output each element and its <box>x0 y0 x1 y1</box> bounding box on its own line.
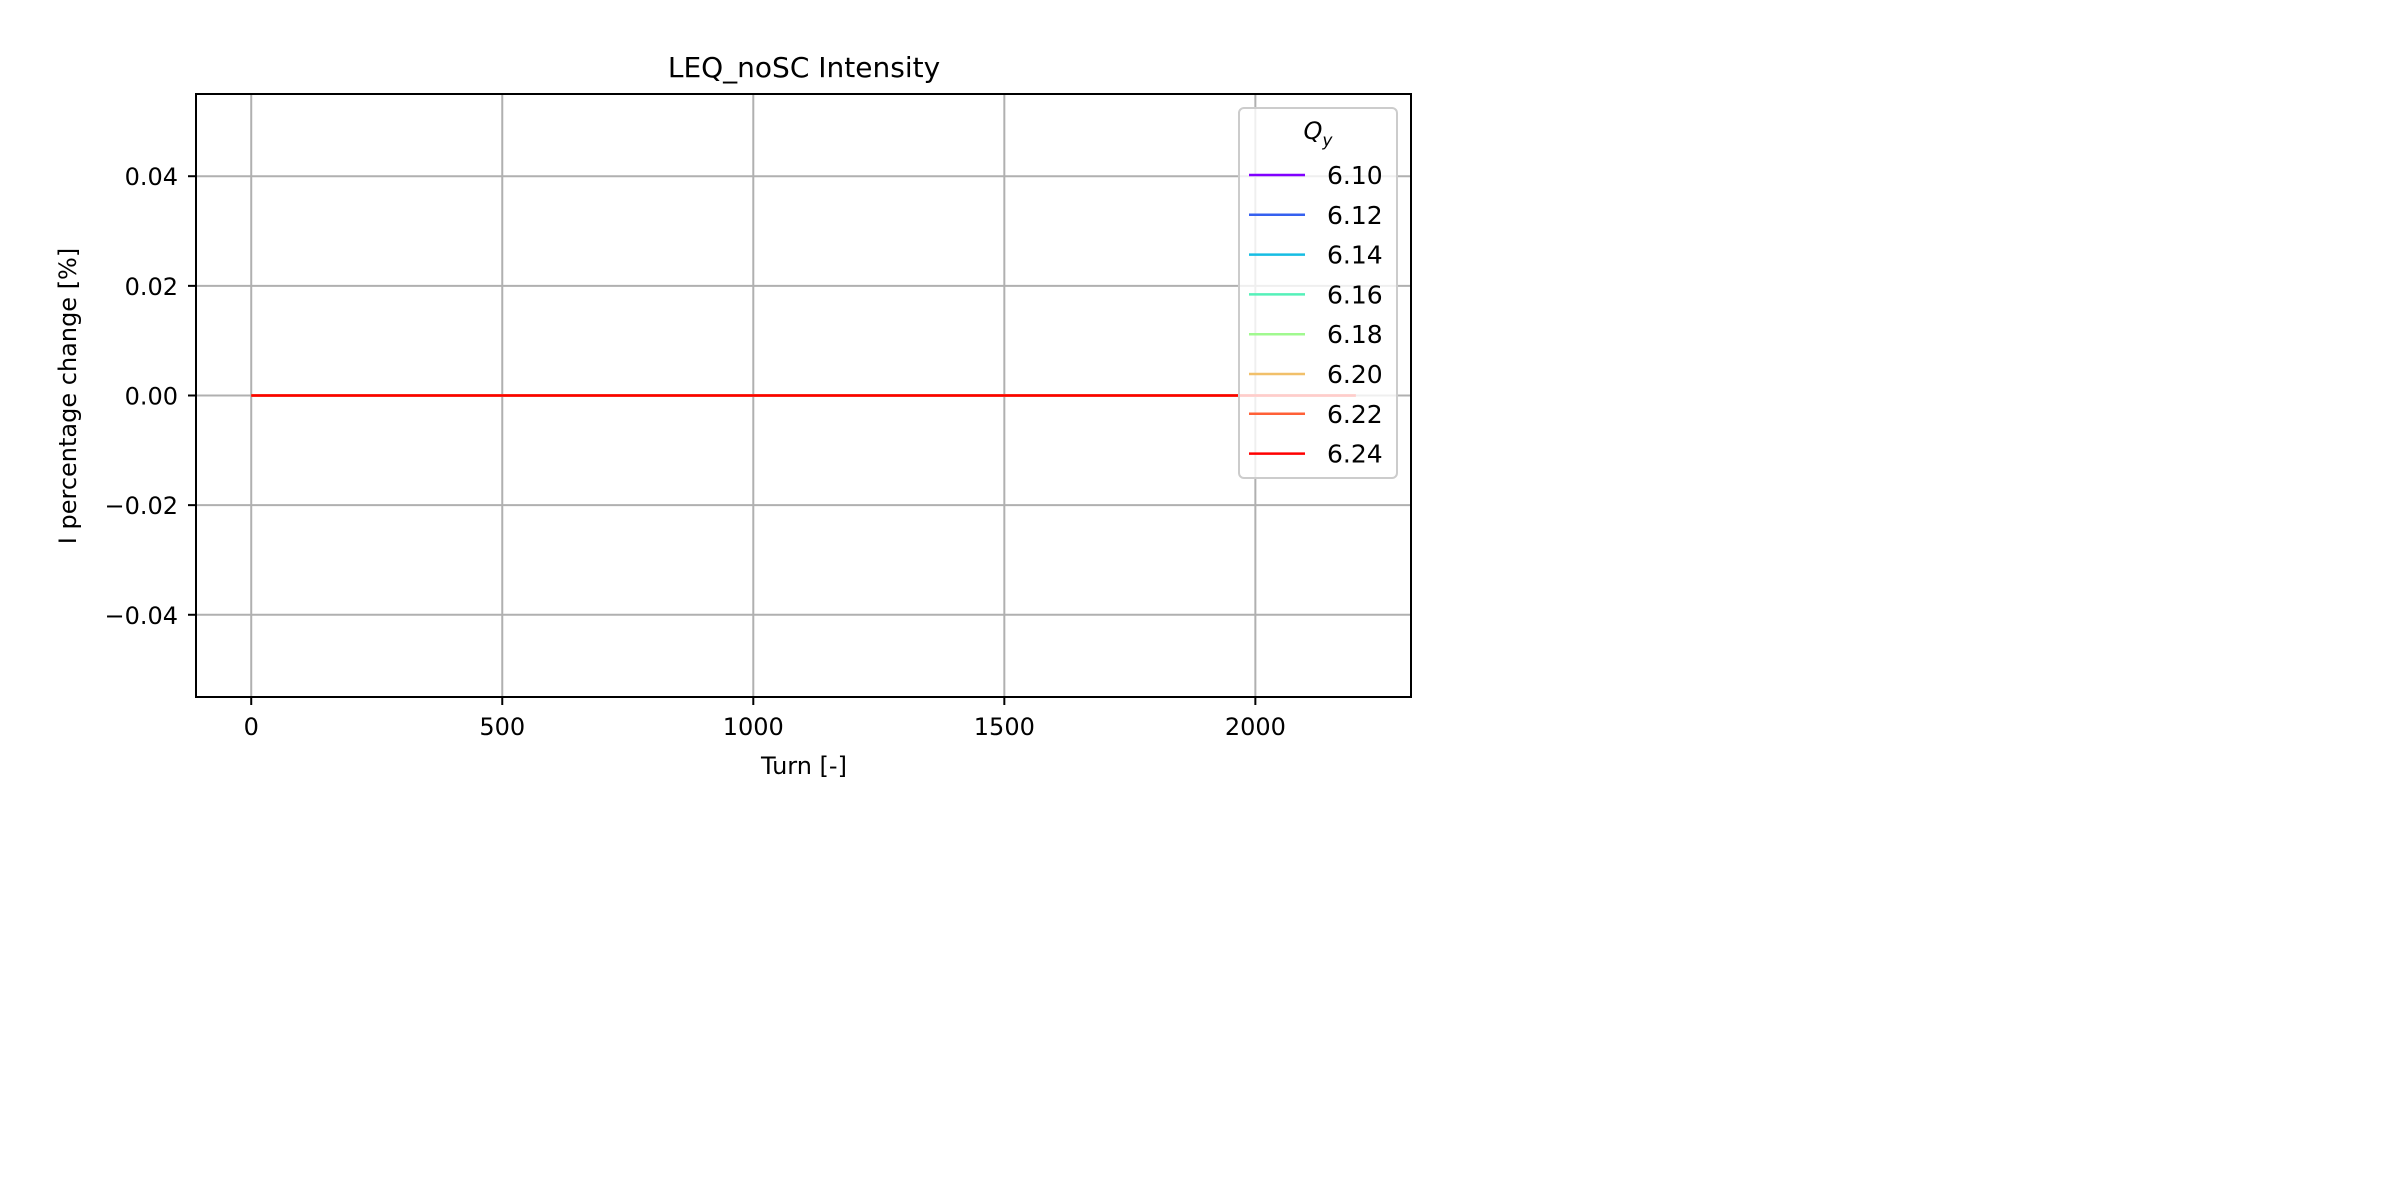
y-axis-label: I percentage change [%] <box>54 248 82 544</box>
y-tick-label: 0.04 <box>125 163 178 191</box>
legend-label: 6.16 <box>1327 280 1383 309</box>
chart: LEQ_noSC Intensity 0 500 1000 1500 20000.040… <box>0 0 1554 784</box>
x-axis-label: Turn [-] <box>760 752 847 780</box>
chart-title: LEQ_noSC Intensity <box>668 51 940 84</box>
legend-label: 6.10 <box>1327 161 1383 190</box>
y-tick-label: 0.02 <box>125 273 178 301</box>
legend-label: 6.20 <box>1327 360 1383 389</box>
legend: Qy 6.10 6.12 6.14 6.16 6.18 6.20 6.22 6.24 <box>1238 107 1398 479</box>
x-tick-label: 0 <box>244 713 259 741</box>
x-tick-label: 500 <box>479 713 525 741</box>
legend-title-base: Q <box>1304 117 1323 145</box>
x-tick-label: 1000 <box>723 713 784 741</box>
legend-label: 6.18 <box>1327 320 1383 349</box>
legend-box <box>1238 107 1398 479</box>
y-tick-label: −0.02 <box>104 492 178 520</box>
legend-label: 6.22 <box>1327 400 1383 429</box>
y-tick-label: 0.00 <box>125 383 178 411</box>
x-tick-label: 2000 <box>1225 713 1286 741</box>
legend-label: 6.14 <box>1327 241 1383 270</box>
legend-title: Qy <box>1304 117 1334 151</box>
legend-title-subscript: y <box>1321 131 1333 151</box>
legend-label: 6.12 <box>1327 201 1383 230</box>
y-tick-label: −0.04 <box>104 602 178 630</box>
axis-ticks: 0 500 1000 1500 2000 0.04 0.02 0.00 −0.02 −0.04 <box>104 163 1285 741</box>
x-tick-label: 1500 <box>974 713 1035 741</box>
legend-label: 6.24 <box>1327 440 1383 469</box>
